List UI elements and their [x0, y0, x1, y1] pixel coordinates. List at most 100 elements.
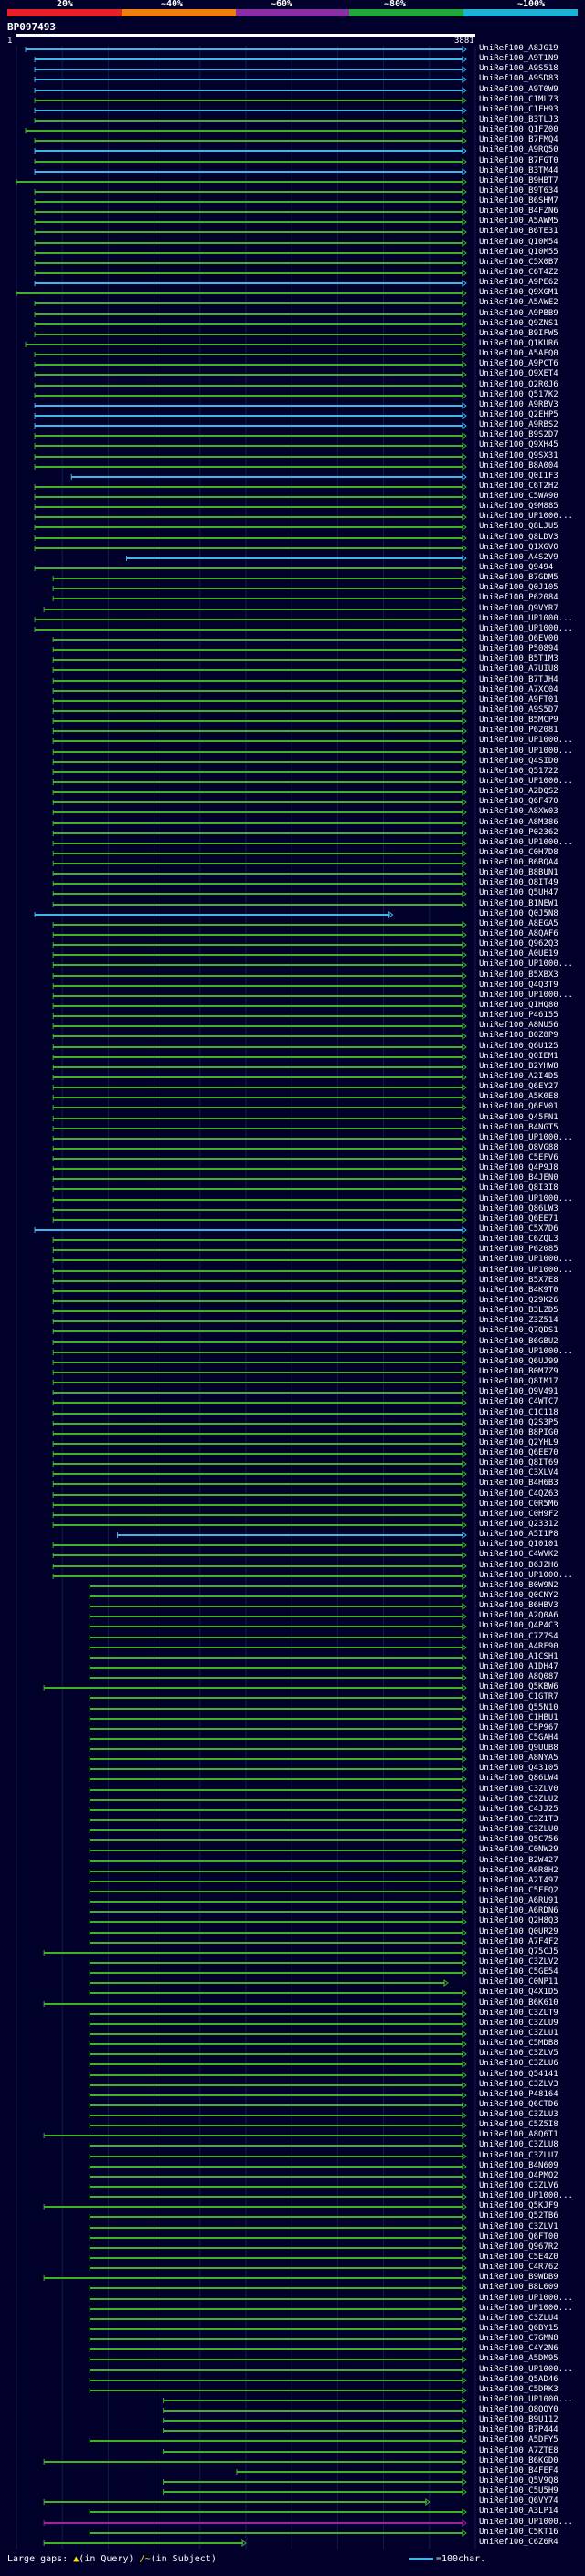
hit-label[interactable]: UniRef100_B6KGD0	[479, 2455, 558, 2465]
hit-label[interactable]: UniRef100_B0M7Z9	[479, 1366, 558, 1376]
hit-row[interactable]: UniRef100_A8QAF6	[0, 929, 585, 939]
hit-row[interactable]: UniRef100_Q9M885	[0, 502, 585, 512]
hit-row[interactable]: UniRef100_Q2R0J6	[0, 379, 585, 389]
hit-label[interactable]: UniRef100_C4QZ63	[479, 1489, 558, 1499]
hit-label[interactable]: UniRef100_P46155	[479, 1011, 558, 1021]
hit-label[interactable]: UniRef100_Q967R2	[479, 2242, 558, 2252]
hit-row[interactable]: UniRef100_C4WTC7	[0, 1397, 585, 1407]
hit-label[interactable]: UniRef100_A8M386	[479, 817, 558, 827]
hit-row[interactable]: UniRef100_B6K610	[0, 1998, 585, 2008]
hit-row[interactable]: UniRef100_UP1000...	[0, 2191, 585, 2201]
hit-label[interactable]: UniRef100_Q2R0J6	[479, 379, 558, 389]
hit-label[interactable]: UniRef100_Q6VY74	[479, 2496, 558, 2507]
hit-label[interactable]: UniRef100_B4FEF4	[479, 2465, 558, 2475]
hit-label[interactable]: UniRef100_Q6EV00	[479, 634, 558, 644]
hit-row[interactable]: UniRef100_Q6VY74	[0, 2496, 585, 2507]
hit-row[interactable]: UniRef100_C5U5H9	[0, 2486, 585, 2496]
hit-row[interactable]: UniRef100_UP1000...	[0, 1571, 585, 1580]
hit-row[interactable]: UniRef100_Q6EE71	[0, 1214, 585, 1224]
hit-label[interactable]: UniRef100_A8EGA5	[479, 918, 558, 928]
hit-row[interactable]: UniRef100_UP1000...	[0, 1193, 585, 1203]
hit-label[interactable]: UniRef100_Q1HQ80	[479, 1000, 558, 1010]
hit-label[interactable]: UniRef100_A9PE62	[479, 278, 558, 288]
hit-row[interactable]: UniRef100_B3LZD5	[0, 1306, 585, 1316]
hit-label[interactable]: UniRef100_Q6UJ99	[479, 1356, 558, 1366]
hit-label[interactable]: UniRef100_Q1KUR6	[479, 339, 558, 348]
hit-label[interactable]: UniRef100_C4JJ25	[479, 1804, 558, 1814]
hit-row[interactable]: UniRef100_A5I1P8	[0, 1530, 585, 1540]
hit-label[interactable]: UniRef100_C3ZLV3	[479, 2079, 558, 2089]
hit-label[interactable]: UniRef100_Q9SX31	[479, 451, 558, 461]
hit-row[interactable]: UniRef100_UP1000...	[0, 512, 585, 522]
hit-row[interactable]: UniRef100_B6TE31	[0, 227, 585, 237]
hit-row[interactable]: UniRef100_C1ML73	[0, 95, 585, 104]
hit-label[interactable]: UniRef100_A5AFQ0	[479, 349, 558, 359]
hit-row[interactable]: UniRef100_B2YHW8	[0, 1062, 585, 1071]
hit-row[interactable]: UniRef100_Q8IM17	[0, 1377, 585, 1387]
hit-label[interactable]: UniRef100_Q6EE71	[479, 1214, 558, 1224]
hit-row[interactable]: UniRef100_Q9XH45	[0, 440, 585, 451]
hit-row[interactable]: UniRef100_A1DH47	[0, 1662, 585, 1671]
hit-row[interactable]: UniRef100_A9RBV3	[0, 400, 585, 409]
hit-label[interactable]: UniRef100_Q6EY27	[479, 1082, 558, 1092]
hit-label[interactable]: UniRef100_A6RDN6	[479, 1906, 558, 1916]
hit-label[interactable]: UniRef100_P62084	[479, 593, 558, 603]
hit-row[interactable]: UniRef100_C3ZLV0	[0, 1785, 585, 1794]
hit-label[interactable]: UniRef100_B4FZN6	[479, 207, 558, 217]
hit-row[interactable]: UniRef100_C5Z5I8	[0, 2120, 585, 2130]
hit-row[interactable]: UniRef100_C3ZLU0	[0, 1825, 585, 1835]
hit-label[interactable]: UniRef100_Q45FN1	[479, 1112, 558, 1122]
hit-row[interactable]: UniRef100_C3ZLV6	[0, 2181, 585, 2191]
hit-row[interactable]: UniRef100_Q0I1F3	[0, 472, 585, 481]
hit-label[interactable]: UniRef100_Q4P9J8	[479, 1163, 558, 1173]
hit-row[interactable]: UniRef100_Q1KUR6	[0, 339, 585, 348]
hit-row[interactable]: UniRef100_B6SHM7	[0, 196, 585, 207]
hit-label[interactable]: UniRef100_B4JEN0	[479, 1173, 558, 1183]
hit-label[interactable]: UniRef100_A3LP14	[479, 2507, 558, 2517]
hit-row[interactable]: UniRef100_A9S518	[0, 64, 585, 74]
hit-row[interactable]: UniRef100_B9T634	[0, 186, 585, 196]
hit-label[interactable]: UniRef100_B9IFW5	[479, 328, 558, 338]
hit-row[interactable]: UniRef100_C5X7D6	[0, 1224, 585, 1235]
hit-row[interactable]: UniRef100_Q52TB6	[0, 2211, 585, 2221]
hit-row[interactable]: UniRef100_UP1000...	[0, 2395, 585, 2404]
hit-label[interactable]: UniRef100_Q9M885	[479, 502, 558, 512]
hit-label[interactable]: UniRef100_UP1000...	[479, 1193, 573, 1203]
hit-row[interactable]: UniRef100_Q2EHP5	[0, 410, 585, 419]
hit-row[interactable]: UniRef100_B6HBV3	[0, 1601, 585, 1611]
hit-label[interactable]: UniRef100_Q10M54	[479, 237, 558, 247]
hit-row[interactable]: UniRef100_UP1000...	[0, 747, 585, 756]
hit-row[interactable]: UniRef100_Q8LJU5	[0, 522, 585, 532]
hit-row[interactable]: UniRef100_C0H7D8	[0, 847, 585, 857]
hit-label[interactable]: UniRef100_B8PIG0	[479, 1427, 558, 1437]
hit-row[interactable]: UniRef100_B6JZH6	[0, 1561, 585, 1570]
hit-label[interactable]: UniRef100_C3ZLU3	[479, 2110, 558, 2120]
hit-row[interactable]: UniRef100_B7GDM5	[0, 573, 585, 583]
hit-label[interactable]: UniRef100_Q8VG88	[479, 1142, 558, 1152]
hit-label[interactable]: UniRef100_B7FGT0	[479, 155, 558, 165]
hit-label[interactable]: UniRef100_Q9XET4	[479, 369, 558, 379]
hit-row[interactable]: UniRef100_Q4X1D5	[0, 1988, 585, 1998]
hit-row[interactable]: UniRef100_Q0J5N8	[0, 909, 585, 918]
hit-label[interactable]: UniRef100_P62085	[479, 1245, 558, 1255]
hit-row[interactable]: UniRef100_Q5KJF9	[0, 2201, 585, 2211]
hit-row[interactable]: UniRef100_B0M7Z9	[0, 1366, 585, 1376]
hit-label[interactable]: UniRef100_C4WVK2	[479, 1550, 558, 1560]
hit-label[interactable]: UniRef100_A5AWM5	[479, 217, 558, 227]
hit-row[interactable]: UniRef100_A8M386	[0, 817, 585, 827]
hit-label[interactable]: UniRef100_C7Z7S4	[479, 1631, 558, 1641]
hit-row[interactable]: UniRef100_C3Z1T3	[0, 1815, 585, 1825]
hit-row[interactable]: UniRef100_A8NYA5	[0, 1754, 585, 1764]
hit-label[interactable]: UniRef100_A8QAF6	[479, 929, 558, 939]
hit-label[interactable]: UniRef100_C3ZLV6	[479, 2181, 558, 2191]
hit-label[interactable]: UniRef100_UP1000...	[479, 2191, 573, 2201]
hit-label[interactable]: UniRef100_B4K9T0	[479, 1285, 558, 1295]
hit-row[interactable]: UniRef100_B7TJH4	[0, 675, 585, 684]
hit-row[interactable]: UniRef100_B7FGT0	[0, 155, 585, 165]
hit-label[interactable]: UniRef100_C0H7D8	[479, 847, 558, 857]
hit-label[interactable]: UniRef100_B3LZD5	[479, 1306, 558, 1316]
hit-label[interactable]: UniRef100_C5E4Z0	[479, 2252, 558, 2262]
hit-row[interactable]: UniRef100_UP1000...	[0, 614, 585, 623]
hit-label[interactable]: UniRef100_C5KT16	[479, 2527, 558, 2537]
hit-label[interactable]: UniRef100_B4NGT5	[479, 1122, 558, 1132]
